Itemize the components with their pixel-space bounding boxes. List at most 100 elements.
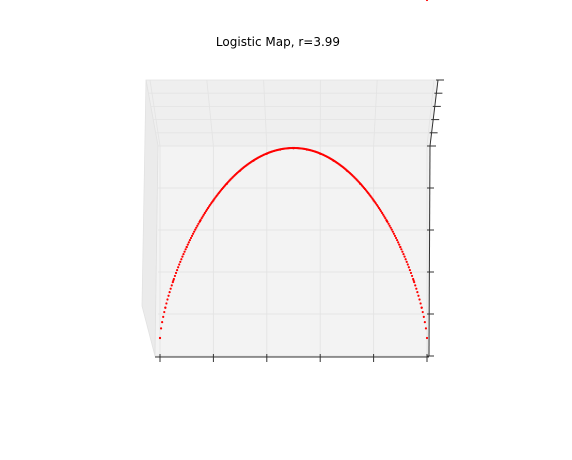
data-point bbox=[192, 232, 195, 235]
data-point bbox=[378, 208, 382, 211]
front-pane bbox=[154, 145, 431, 357]
data-point bbox=[403, 255, 406, 258]
data-point bbox=[199, 218, 202, 222]
data-point bbox=[206, 206, 210, 210]
data-point bbox=[186, 243, 189, 246]
data-point bbox=[202, 213, 205, 216]
data-point bbox=[158, 336, 162, 340]
data-point bbox=[178, 263, 181, 266]
y-axis-line bbox=[429, 79, 439, 147]
data-point bbox=[381, 211, 384, 215]
data-point bbox=[183, 250, 186, 253]
data-point bbox=[169, 287, 172, 290]
data-point bbox=[402, 253, 405, 256]
chart-title: Logistic Map, r=3.99 bbox=[216, 35, 340, 49]
data-point bbox=[193, 230, 196, 233]
data-point bbox=[168, 291, 171, 294]
data-point bbox=[170, 284, 173, 287]
data-point bbox=[384, 217, 387, 220]
data-point bbox=[388, 224, 391, 227]
data-point bbox=[408, 268, 412, 272]
data-point bbox=[180, 258, 183, 261]
data-point bbox=[196, 224, 199, 227]
data-point bbox=[375, 203, 378, 206]
data-point bbox=[182, 253, 185, 256]
data-point bbox=[171, 281, 174, 284]
z-axis-line bbox=[428, 145, 431, 357]
data-point bbox=[383, 215, 386, 218]
data-point bbox=[418, 298, 421, 301]
data-point bbox=[412, 277, 415, 281]
data-point bbox=[175, 268, 179, 272]
data-point bbox=[195, 226, 198, 229]
data-point bbox=[190, 234, 194, 237]
data-point bbox=[159, 327, 163, 330]
data-point bbox=[422, 315, 425, 318]
data-point bbox=[163, 310, 166, 314]
data-point bbox=[390, 228, 393, 231]
data-point bbox=[404, 258, 407, 261]
data-point bbox=[397, 241, 400, 244]
data-point bbox=[184, 248, 187, 251]
data-point bbox=[166, 298, 169, 301]
data-point bbox=[174, 271, 178, 275]
data-point bbox=[201, 215, 204, 218]
data-point bbox=[209, 203, 212, 206]
data-point bbox=[396, 239, 399, 242]
data-point bbox=[424, 327, 428, 330]
data-point bbox=[409, 271, 413, 275]
data-point bbox=[387, 222, 390, 225]
data-point bbox=[204, 210, 208, 213]
data-point bbox=[172, 277, 175, 281]
data-point bbox=[189, 236, 193, 240]
data-point bbox=[423, 321, 426, 324]
data-point bbox=[165, 302, 168, 305]
data-point bbox=[410, 274, 414, 278]
data-point bbox=[416, 291, 419, 294]
data-point bbox=[389, 226, 392, 229]
data-point bbox=[177, 266, 180, 269]
grid-line-top bbox=[373, 79, 378, 147]
data-point bbox=[400, 248, 403, 251]
data-point bbox=[385, 218, 388, 222]
data-point bbox=[425, 0, 429, 2]
grid-line-top bbox=[149, 79, 161, 147]
data-point bbox=[398, 243, 401, 246]
data-points bbox=[158, 0, 429, 340]
data-point bbox=[420, 306, 423, 309]
data-point bbox=[162, 315, 165, 318]
data-point bbox=[197, 222, 200, 225]
data-point bbox=[401, 250, 404, 253]
grid-line-top bbox=[206, 79, 214, 147]
data-point bbox=[205, 208, 209, 211]
data-point bbox=[379, 210, 383, 213]
data-point bbox=[376, 205, 379, 208]
data-point bbox=[414, 284, 417, 287]
data-point bbox=[164, 306, 167, 309]
data-point bbox=[194, 228, 197, 231]
data-point bbox=[417, 294, 420, 297]
data-point bbox=[167, 294, 170, 297]
data-point bbox=[161, 321, 164, 324]
data-point bbox=[386, 220, 389, 224]
data-point bbox=[393, 234, 397, 237]
grid-line-top bbox=[263, 79, 268, 147]
data-point bbox=[198, 220, 201, 224]
data-point bbox=[394, 236, 398, 240]
data-point bbox=[392, 232, 395, 235]
data-point bbox=[382, 213, 385, 216]
data-point bbox=[415, 287, 418, 290]
data-point bbox=[179, 260, 182, 263]
data-point bbox=[208, 205, 211, 208]
data-point bbox=[377, 206, 381, 210]
data-point bbox=[374, 202, 377, 205]
data-point bbox=[406, 263, 409, 266]
data-point bbox=[200, 217, 203, 220]
data-point bbox=[391, 230, 394, 233]
data-point bbox=[188, 239, 191, 242]
data-point bbox=[419, 302, 422, 305]
data-point bbox=[210, 202, 213, 205]
data-point bbox=[185, 245, 188, 249]
data-point bbox=[203, 211, 206, 215]
